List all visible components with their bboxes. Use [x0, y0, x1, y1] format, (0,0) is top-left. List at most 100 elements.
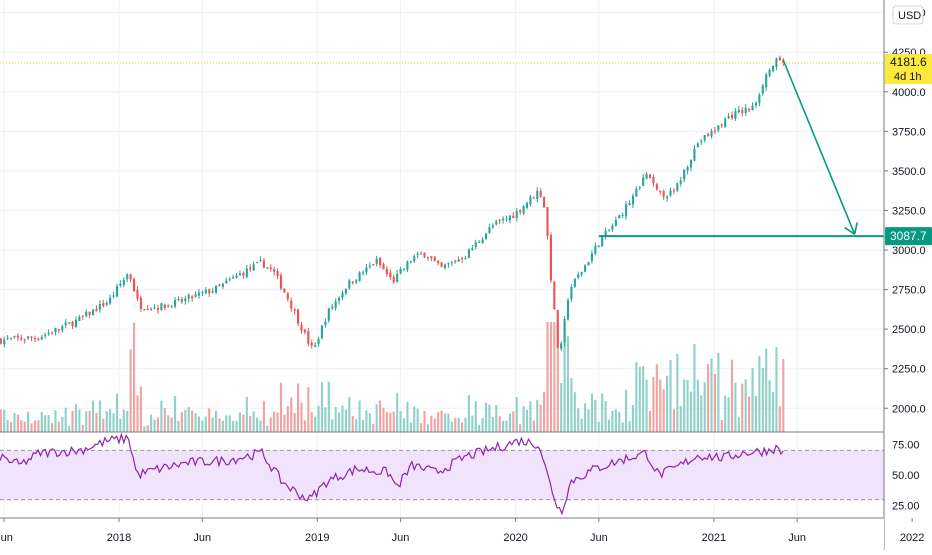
candle	[525, 203, 529, 208]
candle	[293, 309, 296, 311]
drawing-layer	[0, 59, 884, 238]
volume-bar	[327, 381, 330, 432]
candle	[47, 333, 50, 335]
volume-bar	[204, 416, 207, 432]
candle	[256, 261, 259, 264]
candle	[566, 300, 570, 320]
candle	[491, 225, 494, 228]
candle	[577, 274, 580, 278]
volume-bar	[23, 421, 26, 432]
volume-bar	[276, 412, 279, 432]
candle	[215, 285, 218, 293]
volume-bar	[402, 418, 406, 432]
candle	[580, 271, 583, 275]
volume-bar	[467, 395, 470, 432]
candle	[324, 321, 327, 326]
candle	[539, 191, 542, 197]
candle	[129, 274, 132, 280]
candle	[27, 336, 30, 339]
volume-bar	[775, 347, 778, 432]
grid-layer	[0, 0, 913, 518]
volume-bar	[450, 421, 453, 432]
candle	[689, 160, 693, 168]
volume-bar	[153, 419, 156, 432]
candle	[61, 326, 64, 331]
candle	[443, 264, 447, 269]
candle	[549, 235, 552, 281]
volume-bar	[689, 391, 693, 432]
candle	[594, 245, 597, 254]
candle	[645, 174, 648, 179]
candle	[297, 309, 300, 324]
volume-bar	[495, 405, 498, 432]
volume-bar	[525, 409, 529, 432]
volume-bar	[105, 411, 108, 432]
volume-bar	[78, 409, 81, 432]
candle	[173, 300, 177, 307]
candle	[765, 74, 768, 88]
candle	[611, 225, 614, 230]
volume-bar	[228, 415, 231, 432]
volume-bar	[218, 418, 221, 432]
candle	[372, 264, 375, 266]
volume-bar	[498, 416, 501, 432]
volume-bar	[197, 416, 201, 432]
candle	[122, 279, 125, 286]
candle	[420, 253, 423, 255]
volume-bar	[13, 413, 16, 432]
candle	[648, 174, 652, 178]
candle	[461, 258, 464, 260]
time-tick-label: 2021	[702, 532, 726, 544]
volume-bar	[61, 416, 64, 432]
candle	[406, 261, 409, 270]
time-tick-label: Jun	[0, 532, 13, 544]
candle	[115, 286, 119, 297]
volume-bar	[590, 393, 593, 432]
volume-bar	[577, 408, 580, 432]
projection-arrow[interactable]	[782, 59, 856, 235]
volume-bar	[594, 399, 597, 432]
candle	[153, 307, 156, 309]
candle	[474, 242, 477, 247]
volume-bar	[566, 336, 570, 432]
price-axis	[884, 0, 932, 550]
volume-bar	[447, 413, 450, 432]
currency-button[interactable]	[892, 5, 924, 25]
volume-bar	[33, 420, 37, 432]
volume-bar	[529, 401, 532, 432]
candle	[78, 316, 81, 321]
volume-bar	[283, 414, 286, 432]
candle	[683, 169, 686, 180]
candle	[150, 308, 153, 310]
candle	[396, 273, 399, 282]
volume-bar	[560, 382, 563, 432]
volume-bar	[361, 420, 365, 432]
volume-bar	[471, 415, 474, 432]
candle	[6, 338, 9, 340]
candle	[64, 322, 67, 325]
volume-bar	[416, 408, 419, 432]
candle	[669, 190, 672, 196]
volume-bar	[741, 383, 744, 432]
volume-bar	[238, 412, 242, 432]
volume-bar	[666, 375, 669, 432]
candle	[771, 65, 775, 71]
volume-bar	[382, 407, 385, 432]
volume-bar	[696, 379, 699, 432]
candle	[652, 177, 655, 184]
volume-bar	[662, 389, 665, 432]
volume-bar	[683, 379, 686, 432]
volume-bar	[430, 415, 433, 432]
rsi-tick-label: 50.00	[892, 470, 920, 482]
candle	[573, 278, 576, 287]
volume-bar	[310, 411, 313, 432]
volume-bar	[426, 424, 429, 432]
volume-bar	[645, 379, 648, 432]
volume-bar	[532, 420, 535, 432]
price-tick-label: 2250.0	[892, 364, 926, 376]
volume-bar	[751, 367, 754, 432]
candle	[276, 270, 279, 277]
candle	[68, 322, 71, 324]
volume-bar	[744, 379, 747, 432]
